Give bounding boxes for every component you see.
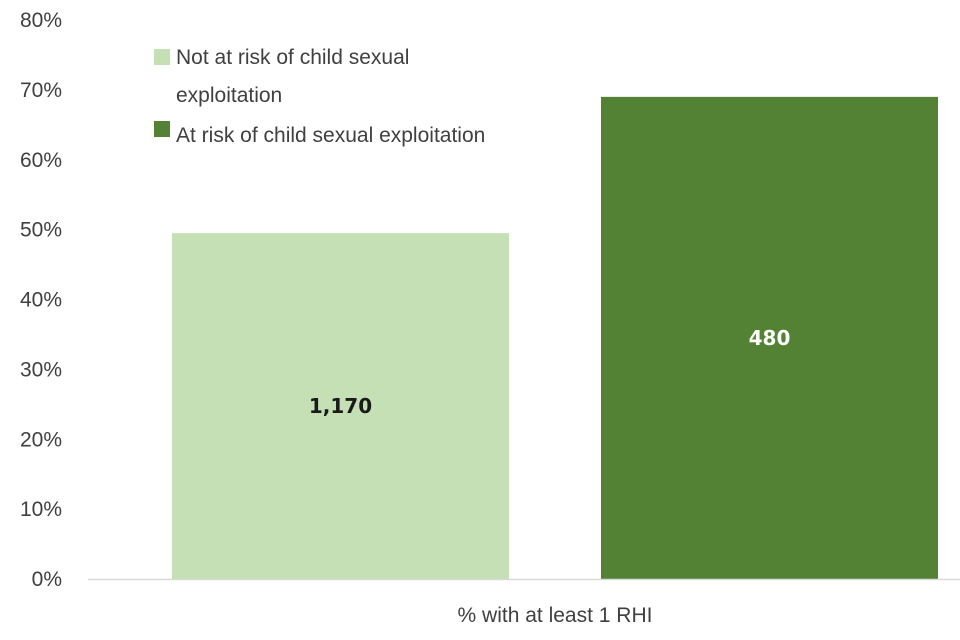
y-axis: 0% 10% 20% 30% 40% 50% 60% 70% 80%	[20, 9, 62, 591]
data-labels-group: 1,170 480	[309, 326, 791, 418]
x-axis: % with at least 1 RHI	[458, 604, 653, 627]
legend-label: Not at risk of child sexual	[176, 46, 409, 69]
bar-data-label: 480	[749, 326, 791, 350]
legend-item-not-at-risk: Not at risk of child sexual exploitation	[154, 46, 409, 107]
y-tick-label: 20%	[20, 428, 62, 451]
legend-label: At risk of child sexual exploitation	[176, 124, 485, 147]
x-category-label: % with at least 1 RHI	[458, 604, 653, 627]
bar-not-at-risk	[172, 233, 509, 579]
legend-swatch	[154, 121, 170, 137]
y-tick-label: 40%	[20, 289, 62, 312]
bar-at-risk	[601, 96, 938, 580]
legend-item-at-risk: At risk of child sexual exploitation	[154, 121, 485, 147]
y-tick-label: 0%	[32, 568, 62, 591]
y-tick-label: 50%	[20, 219, 62, 242]
y-tick-label: 60%	[20, 149, 62, 172]
bars-group	[172, 96, 938, 580]
bar-data-label: 1,170	[309, 394, 372, 418]
y-tick-label: 30%	[20, 358, 62, 381]
legend-label: exploitation	[176, 84, 282, 107]
y-tick-label: 80%	[20, 9, 62, 32]
legend-swatch	[154, 49, 170, 65]
y-tick-label: 70%	[20, 79, 62, 102]
y-tick-label: 10%	[20, 498, 62, 521]
legend: Not at risk of child sexual exploitation A…	[154, 46, 485, 147]
